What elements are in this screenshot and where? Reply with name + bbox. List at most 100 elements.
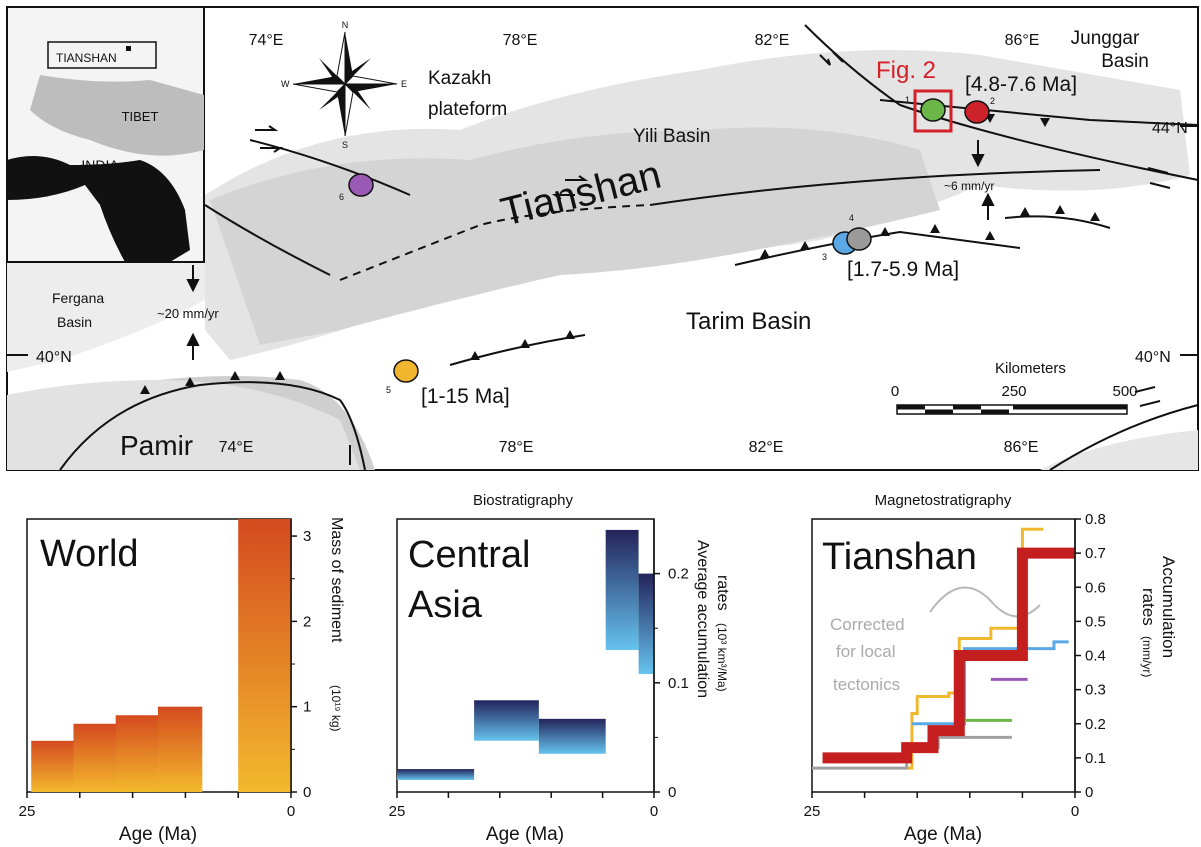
inset-tibet-relief <box>30 75 204 156</box>
tianshan-ylabel: Accumulation <box>1159 556 1178 658</box>
asia-box <box>638 573 654 675</box>
world-bar <box>73 723 118 792</box>
inset-tibet-label: TIBET <box>122 109 159 124</box>
asia-box <box>397 769 475 780</box>
world-title: World <box>40 533 139 575</box>
world-bar <box>115 715 161 792</box>
y-tick-label: 0 <box>668 784 676 801</box>
lon-top-86: 86°E <box>1005 32 1040 49</box>
label-tarim-basin: Tarim Basin <box>686 308 811 335</box>
fig2-label: Fig. 2 <box>876 57 936 84</box>
site-marker <box>348 173 374 197</box>
asia-box <box>605 529 639 651</box>
range-label-1: [4.8-7.6 Ma] <box>965 73 1077 96</box>
site-number: 4 <box>849 213 854 223</box>
compass-e: E <box>401 79 407 89</box>
fault-dashed <box>339 204 651 281</box>
y-tick-label: 3 <box>303 528 311 545</box>
world-bars <box>31 519 291 792</box>
tianshan-header: Magnetostratigraphy <box>875 492 1012 509</box>
y-tick-label: 2 <box>303 613 311 630</box>
asia-title-2: Asia <box>408 584 483 626</box>
fault-talas <box>249 139 411 196</box>
asia-title: Central <box>408 534 531 576</box>
inset-tianshan-label: TIANSHAN <box>56 51 117 65</box>
lat-40-east: 40°N <box>1135 349 1171 366</box>
fault-west <box>204 204 331 276</box>
asia-ylabel-2: rates <box>714 575 731 611</box>
scale-0: 0 <box>891 383 899 400</box>
x-tick-label: 25 <box>804 803 821 820</box>
tianshan-yunit: (mm/yr) <box>1140 636 1154 677</box>
lon-top-74: 74°E <box>249 32 284 49</box>
lon-top-78: 78°E <box>503 32 538 49</box>
tianshan-ylabel-2: rates <box>1139 588 1158 626</box>
asia-box <box>474 700 539 741</box>
x-tick-label: 25 <box>389 803 406 820</box>
inset-india-landmass <box>7 156 190 262</box>
label-junggar: Junggar <box>1071 28 1140 49</box>
rate-label-east: ~6 mm/yr <box>944 179 994 193</box>
world-bar <box>238 519 291 792</box>
tianshan-main-step <box>822 547 1075 764</box>
asia-ylabel: Average accumulation <box>694 540 711 698</box>
inset-box <box>47 41 157 69</box>
motion-arrows <box>186 51 1171 465</box>
y-tick-label: 0.2 <box>1085 716 1106 733</box>
y-tick-label: 0 <box>303 784 311 801</box>
site-markers: 1 2 3 4 5 6 <box>339 95 995 395</box>
y-tick-label: 0.8 <box>1085 511 1106 528</box>
label-pamir: Pamir <box>120 430 193 461</box>
y-tick-label: 0.1 <box>1085 750 1106 767</box>
asia-box <box>538 718 606 754</box>
lat-44: 44°N <box>1152 120 1188 137</box>
inset-india-label: INDIA <box>81 157 119 173</box>
note-line-1: Corrected <box>830 615 905 634</box>
label-kazakh: Kazakh <box>428 68 491 89</box>
x-tick-label: 0 <box>1071 803 1079 820</box>
asia-yunit: (10³ km³/Ma) <box>715 623 729 692</box>
lon-bottom-86: 86°E <box>1004 439 1039 456</box>
world-yunit: (10¹⁹ kg) <box>329 685 343 731</box>
world-ylabel: Mass of sediment <box>328 517 345 643</box>
tianshan-lines <box>812 527 1075 770</box>
tianshan-range <box>210 127 940 345</box>
label-plateform: plateform <box>428 99 507 120</box>
y-tick-label: 0.6 <box>1085 579 1106 596</box>
world-bar <box>157 706 203 792</box>
y-tick-label: 0.3 <box>1085 682 1106 699</box>
fault-altyn <box>1049 404 1199 471</box>
thrust-south <box>734 230 1021 266</box>
note-line-3: tectonics <box>833 675 900 694</box>
compass-n: N <box>342 20 349 30</box>
asia-bars <box>397 529 654 780</box>
fig2-box <box>913 89 953 133</box>
asia-xlabel: Age (Ma) <box>486 824 564 845</box>
fergana-relief <box>7 262 205 372</box>
scale-500: 500 <box>1112 383 1137 400</box>
range-label-3: [1-15 Ma] <box>421 385 510 408</box>
label-junggar-basin: Basin <box>1101 51 1149 72</box>
thrust-pamir <box>59 381 366 471</box>
fault-main <box>649 169 1101 206</box>
map: N S E W TIANSHAN TIBET INDIA Junggar Bas… <box>6 6 1199 471</box>
note-line-2: for local <box>836 642 896 661</box>
world-bar <box>31 740 76 792</box>
world-xlabel: Age (Ma) <box>119 824 197 845</box>
inset-map: TIANSHAN TIBET INDIA <box>6 6 205 263</box>
y-tick-label: 0.7 <box>1085 545 1106 562</box>
asia-panel: Biostratigraphy Central Asia Age (Ma) Av… <box>389 492 731 845</box>
y-tick-label: 0 <box>1085 784 1093 801</box>
pamir-outer <box>7 380 360 470</box>
asia-header: Biostratigraphy <box>473 492 574 509</box>
site-marker <box>846 227 872 251</box>
world-panel: World Age (Ma) Mass of sediment (10¹⁹ kg… <box>19 517 345 845</box>
tianshan-axes: 0 0.1 0.2 0.3 0.4 0.5 0.6 0.7 0.8 25 0 <box>804 511 1106 820</box>
site-number: 1 <box>905 95 910 105</box>
x-tick-label: 0 <box>650 803 658 820</box>
site-number: 5 <box>386 385 391 395</box>
scale-bar: Kilometers 0 250 500 <box>891 360 1138 415</box>
site-marker <box>393 359 419 383</box>
y-tick-label: 0.2 <box>668 566 689 583</box>
